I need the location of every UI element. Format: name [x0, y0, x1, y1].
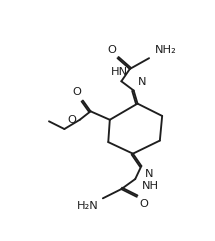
- Text: O: O: [107, 45, 116, 55]
- Text: O: O: [139, 199, 148, 209]
- Text: H₂N: H₂N: [77, 201, 98, 211]
- Text: NH: NH: [142, 181, 159, 191]
- Text: NH₂: NH₂: [155, 45, 177, 55]
- Text: N: N: [138, 77, 146, 87]
- Text: O: O: [67, 115, 76, 125]
- Text: HN: HN: [111, 67, 128, 77]
- Text: N: N: [145, 169, 154, 179]
- Text: O: O: [72, 87, 81, 97]
